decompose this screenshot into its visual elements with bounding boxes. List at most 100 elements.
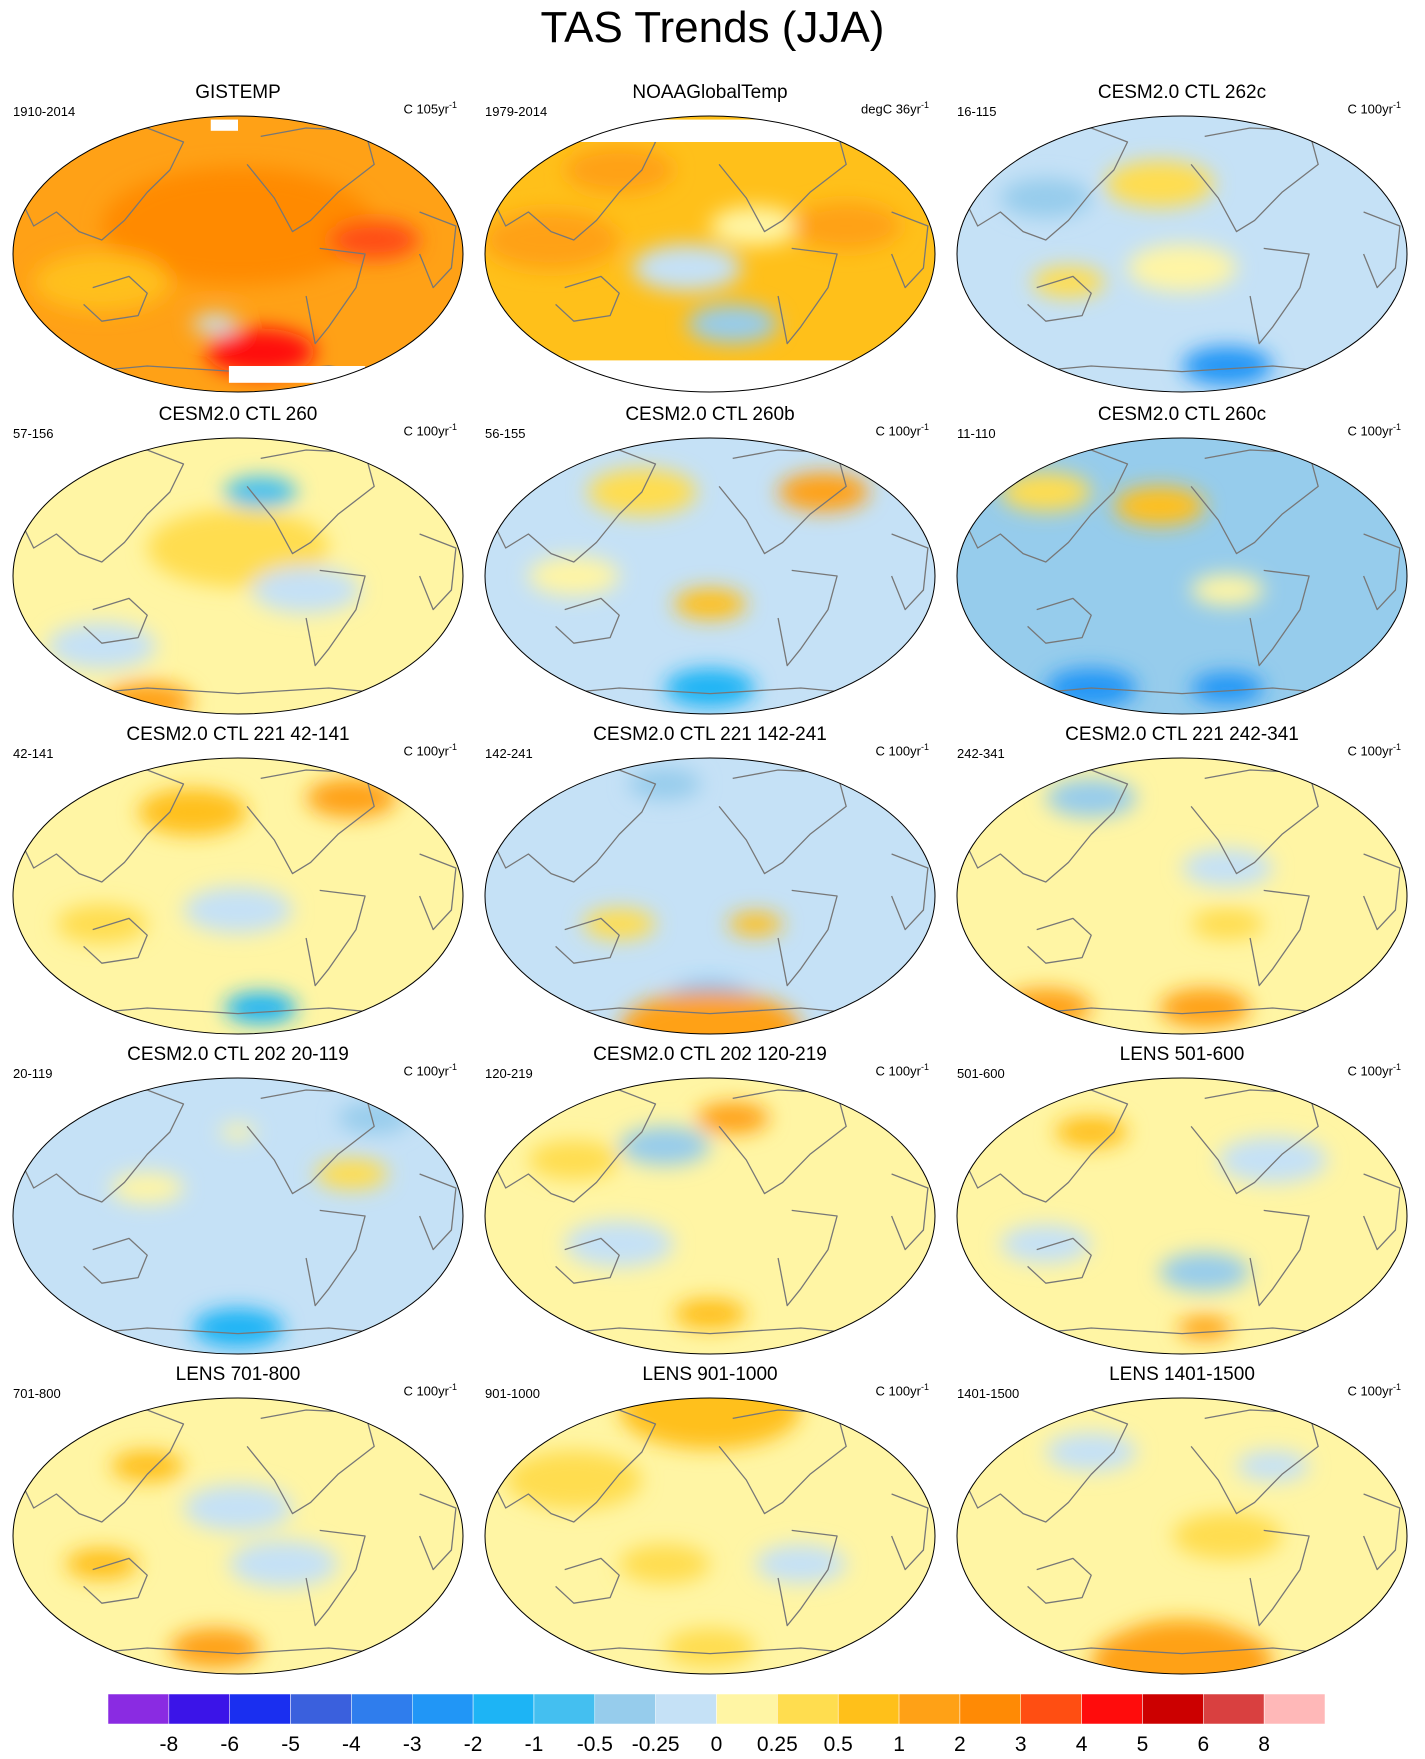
panel-units-text: C 100yr <box>1347 1063 1393 1079</box>
colorbar-tick-label: 1 <box>893 1733 905 1756</box>
panel-units-exponent: -1 <box>920 742 929 752</box>
colorbar-tick-label: 5 <box>1137 1733 1149 1756</box>
coastline <box>1362 1173 1401 1251</box>
anomaly-region <box>619 1398 801 1450</box>
anomaly-region <box>183 886 293 934</box>
coastline <box>305 1209 366 1307</box>
trend-map <box>484 1077 936 1355</box>
coastline <box>305 889 366 987</box>
map-panel: CESM2.0 CTL 202 20-119 20-119 C 100yr-1 <box>3 1042 473 1362</box>
anomaly-region <box>315 1158 388 1190</box>
coastline <box>1000 687 1364 698</box>
panel-title: LENS 701-800 <box>175 1364 301 1385</box>
coastline <box>56 1647 420 1658</box>
colorbar: -8 -6 -5 -4 -3 -2 -1 -0.5 -0.25 0 0.25 0.5 1 2 3 4 5 6 8 <box>107 1693 1326 1756</box>
colorbar-bin <box>1020 1693 1082 1725</box>
coastline <box>83 1557 148 1604</box>
trend-map <box>956 437 1408 715</box>
map-panel: CESM2.0 CTL 260 57-156 C 100yr-1 <box>3 402 473 722</box>
panel-units-exponent: -1 <box>1392 742 1401 752</box>
panel-units-exponent: -1 <box>448 1382 457 1392</box>
map-border <box>484 757 936 1035</box>
panel-units-label: degC 36yr-1 <box>861 100 929 116</box>
coastline <box>528 1327 892 1338</box>
colorbar-bin <box>229 1693 291 1725</box>
anomaly-region <box>224 992 298 1024</box>
trend-map <box>956 115 1408 393</box>
coastline <box>246 449 375 555</box>
panel-units-exponent: -1 <box>448 742 457 752</box>
anomaly-region <box>505 1450 642 1510</box>
anomaly-region <box>224 476 298 508</box>
panel-period-label: 16-115 <box>957 104 997 119</box>
colorbar-bin <box>716 1693 778 1725</box>
coastline <box>1027 917 1092 964</box>
coastline <box>1190 127 1319 233</box>
missing-data-area <box>228 366 366 383</box>
coastline <box>1000 1327 1364 1338</box>
anomaly-region <box>337 1102 411 1134</box>
colorbar-tick-label: -8 <box>160 1733 179 1756</box>
anomaly-region <box>56 904 148 944</box>
map-panel: LENS 501-600 501-600 C 100yr-1 <box>947 1042 1417 1362</box>
colorbar-tick-label: -4 <box>342 1733 361 1756</box>
map-border <box>12 1397 464 1675</box>
coastline <box>777 569 838 667</box>
map-panel: LENS 1401-1500 1401-1500 C 100yr-1 <box>947 1362 1417 1682</box>
panel-title: CESM2.0 CTL 202 20-119 <box>127 1044 349 1065</box>
map-border <box>956 1077 1408 1355</box>
panel-units-exponent: -1 <box>1392 1382 1401 1392</box>
coastline <box>246 1089 375 1195</box>
trend-map <box>12 115 464 393</box>
anomaly-region <box>1177 1316 1232 1340</box>
colorbar-bin <box>412 1693 474 1725</box>
map-border <box>484 437 936 715</box>
panel-units-label: C 100yr-1 <box>403 1062 457 1078</box>
map-panel: CESM2.0 CTL 221 242-341 242-341 C 100yr-1 <box>947 722 1417 1042</box>
anomaly-region <box>1045 778 1137 818</box>
anomaly-region <box>528 556 620 596</box>
anomaly-region <box>169 1628 261 1668</box>
coastline <box>1362 853 1401 931</box>
panel-units-label: C 100yr-1 <box>1347 1062 1401 1078</box>
map-background-field <box>13 1398 463 1674</box>
panel-title: NOAAGlobalTemp <box>632 82 788 103</box>
figure-title: TAS Trends (JJA) <box>540 3 885 52</box>
panel-title: CESM2.0 CTL 260 <box>158 404 318 425</box>
panel-units-text: C 100yr <box>403 1063 449 1079</box>
anomaly-region <box>1182 848 1273 888</box>
anomaly-region <box>1236 1450 1310 1482</box>
anomaly-region <box>228 1540 338 1588</box>
anomaly-region <box>110 1172 184 1204</box>
coastline <box>777 1529 838 1627</box>
colorbar-tick-label: 4 <box>1076 1733 1088 1756</box>
anomaly-region <box>778 472 869 512</box>
panel-title: CESM2.0 CTL 221 142-241 <box>593 724 827 745</box>
colorbar-tick-label: -6 <box>220 1733 239 1756</box>
coastline <box>890 211 929 289</box>
anomaly-region <box>138 788 248 836</box>
panel-period-label: 701-800 <box>13 1386 61 1401</box>
map-panel: CESM2.0 CTL 221 142-241 142-241 C 100yr-1 <box>475 722 945 1042</box>
panel-title: CESM2.0 CTL 260c <box>1097 404 1267 425</box>
colorbar-tick-label: -3 <box>403 1733 422 1756</box>
panel-units-exponent: -1 <box>1392 1062 1401 1072</box>
map-panel: CESM2.0 CTL 260c 11-110 C 100yr-1 <box>947 402 1417 722</box>
anomaly-region <box>147 508 329 588</box>
coastline <box>1027 1557 1092 1604</box>
coastline <box>418 211 457 289</box>
panel-units-label: C 100yr-1 <box>403 1382 457 1398</box>
anomaly-region <box>528 1140 620 1180</box>
colorbar-tick-label: -2 <box>464 1733 483 1756</box>
coastline <box>418 1493 457 1571</box>
panel-units-text: C 100yr <box>1347 743 1393 759</box>
colorbar-tick-label: -5 <box>281 1733 300 1756</box>
panel-units-label: C 100yr-1 <box>403 422 457 438</box>
colorbar-bin <box>1263 1693 1326 1725</box>
coastline <box>246 1409 375 1515</box>
anomaly-region <box>664 668 756 708</box>
anomaly-region <box>1191 574 1264 606</box>
trend-map <box>484 1397 936 1675</box>
panel-units-exponent: -1 <box>920 100 929 110</box>
map-border <box>484 1077 936 1355</box>
